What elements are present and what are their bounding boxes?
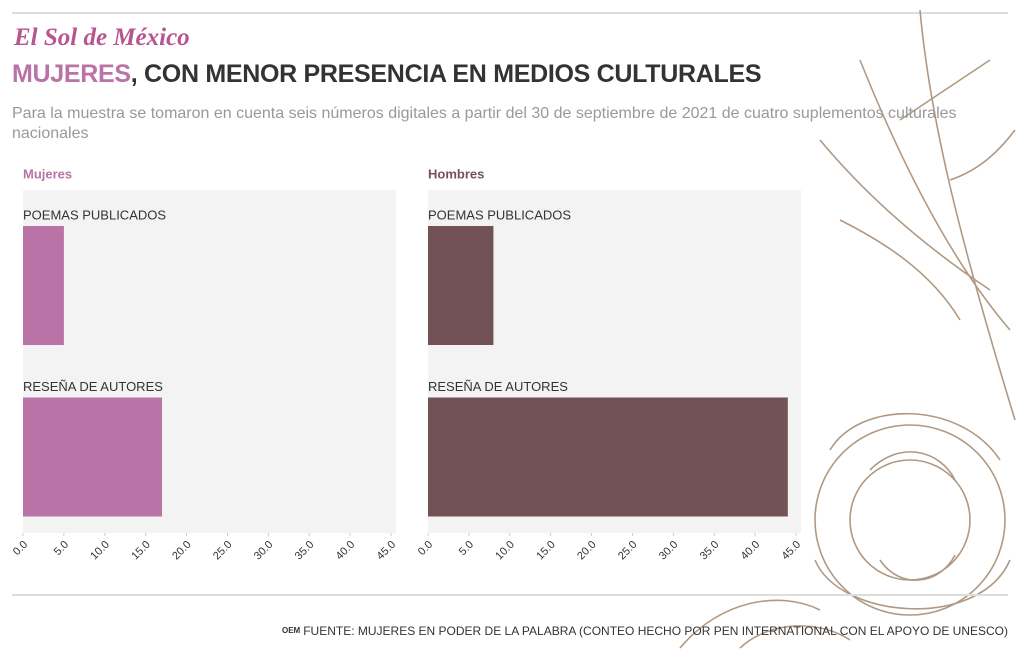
- x-tick-label: 5.0: [52, 539, 71, 558]
- x-tick-label: 10.0: [88, 539, 112, 563]
- x-tick-label: 25.0: [211, 539, 235, 563]
- bar: [23, 397, 163, 517]
- publisher-logo: OEM: [282, 626, 301, 635]
- flower: [814, 424, 1006, 616]
- title-highlight: MUJERES: [12, 60, 131, 88]
- bar: [23, 226, 64, 345]
- bar: [428, 226, 494, 345]
- x-tick-label: 15.0: [129, 539, 153, 563]
- stem: [919, 9, 1016, 421]
- x-tick-label: 35.0: [698, 539, 722, 563]
- title-rest: , CON MENOR PRESENCIA EN MEDIOS CULTURAL…: [130, 60, 762, 88]
- petal: [814, 412, 1011, 610]
- petal: [679, 599, 851, 649]
- charts: Mujeres POEMAS PUBLICADOS RESEÑA DE AUTORE…: [11, 166, 804, 563]
- panel-title: Hombres: [428, 166, 484, 181]
- bar: [428, 397, 788, 517]
- x-tick-label: 45.0: [375, 539, 399, 563]
- x-tick-label: 20.0: [575, 539, 599, 563]
- subtitle: Para la muestra se tomaron en cuenta sei…: [12, 105, 957, 142]
- category-label: POEMAS PUBLICADOS: [23, 207, 166, 222]
- stem: [819, 139, 991, 291]
- x-tick-label: 15.0: [534, 539, 558, 563]
- x-tick-label: 30.0: [252, 539, 276, 563]
- category-label: POEMAS PUBLICADOS: [428, 207, 571, 222]
- x-tick-label: 40.0: [739, 539, 763, 563]
- x-tick-label: 20.0: [170, 539, 194, 563]
- x-tick-label: 40.0: [334, 539, 358, 563]
- title: MUJERES, CON MENOR PRESENCIA EN MEDIOS C…: [12, 60, 762, 89]
- panel-title: Mujeres: [23, 166, 72, 181]
- bottom-rule: [12, 594, 1008, 596]
- x-tick-label: 0.0: [11, 539, 30, 558]
- x-tick-label: 35.0: [293, 539, 317, 563]
- logo: El Sol de México: [14, 24, 190, 51]
- top-rule: [12, 12, 1008, 14]
- x-tick-label: 10.0: [493, 539, 517, 563]
- stem: [859, 59, 1011, 331]
- x-tick-label: 45.0: [780, 539, 804, 563]
- leaf: [839, 59, 1016, 321]
- category-label: RESEÑA DE AUTORES: [428, 379, 568, 394]
- category-label: RESEÑA DE AUTORES: [23, 379, 163, 394]
- x-tick-label: 30.0: [657, 539, 681, 563]
- source: FUENTE: MUJERES EN PODER DE LA PALABRA (…: [303, 624, 1008, 638]
- x-tick-label: 5.0: [457, 539, 476, 558]
- x-tick-label: 0.0: [416, 539, 435, 558]
- x-tick-label: 25.0: [616, 539, 640, 563]
